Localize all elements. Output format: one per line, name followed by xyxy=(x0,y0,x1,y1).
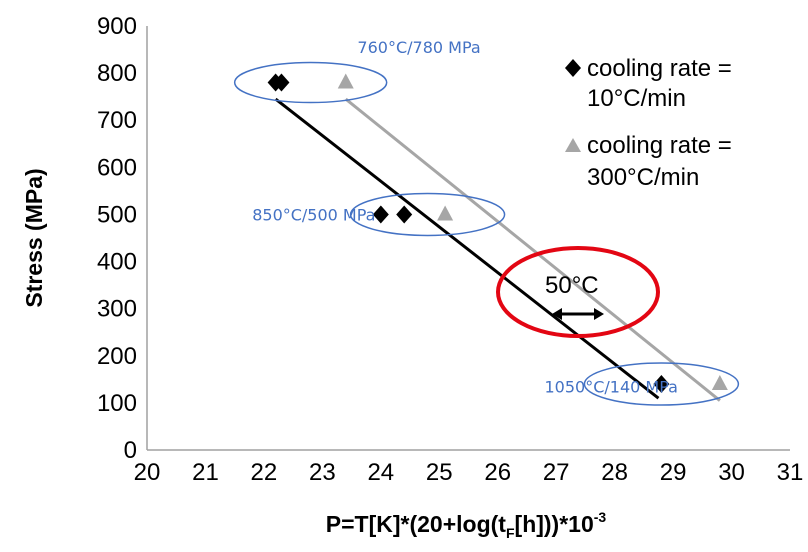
x-axis-title-subscript: F xyxy=(506,525,515,541)
series-2-triangle-point xyxy=(711,375,728,391)
y-axis-title: Stress (MPa) xyxy=(21,168,47,307)
y-tick-label: 400 xyxy=(97,249,137,276)
shift-highlight-ellipse xyxy=(496,246,660,338)
x-axis-title-middle: [h]))*10 xyxy=(515,511,594,537)
x-tick-label: 29 xyxy=(660,459,687,486)
legend-series-2-line-2: 300°C/min xyxy=(587,164,699,191)
x-axis-title-superscript: -3 xyxy=(594,509,607,525)
shift-arrow-right-head xyxy=(594,308,604,320)
legend-series-1-line-2: 10°C/min xyxy=(587,85,686,112)
legend-triangle-marker xyxy=(565,138,581,152)
condition-label: 1050°C/140 MPa xyxy=(544,378,677,397)
legend-diamond-marker xyxy=(565,59,581,77)
y-tick-label: 900 xyxy=(97,13,137,40)
y-tick-label: 0 xyxy=(124,437,137,464)
data-points xyxy=(267,73,728,394)
condition-ellipses xyxy=(233,61,740,406)
y-tick-label: 600 xyxy=(97,154,137,181)
condition-label: 850°C/500 MPa xyxy=(252,206,375,225)
y-tick-label: 300 xyxy=(97,296,137,323)
x-tick-label: 25 xyxy=(426,459,453,486)
trendlines xyxy=(274,97,721,402)
condition-ellipse-1 xyxy=(233,61,388,104)
legend: cooling rate = 10°C/min cooling rate = 3… xyxy=(565,55,732,191)
axes xyxy=(146,26,790,451)
legend-series-2-line-1: cooling rate = xyxy=(587,132,732,159)
series-1-diamond-point xyxy=(273,73,290,92)
x-tick-label: 22 xyxy=(251,459,278,486)
series-1-diamond-point xyxy=(396,205,413,224)
series-2-triangle-point xyxy=(337,73,354,89)
y-tick-labels: 0 100 200 300 400 500 600 700 800 900 xyxy=(97,13,137,464)
series-1-diamond-point xyxy=(372,205,389,224)
y-tick-label: 200 xyxy=(97,343,137,370)
condition-ellipse-2 xyxy=(349,192,506,237)
y-tick-label: 800 xyxy=(97,60,137,87)
x-axis-title: P=T[K]*(20+log(tF[h]))*10-3 xyxy=(326,509,607,541)
x-tick-label: 30 xyxy=(718,459,745,486)
series-2-trendline xyxy=(344,97,721,402)
x-tick-labels: 20 21 22 23 24 25 26 27 28 29 30 31 xyxy=(134,459,804,486)
x-axis-title-main: P=T[K]*(20+log(t xyxy=(326,511,507,537)
legend-series-1-line-1: cooling rate = xyxy=(587,55,732,82)
y-tick-label: 700 xyxy=(97,107,137,134)
x-tick-label: 26 xyxy=(484,459,511,486)
series-1-trendline xyxy=(274,97,660,400)
y-tick-label: 500 xyxy=(97,201,137,228)
shift-arrow-left-head xyxy=(552,308,562,320)
condition-annotations: 760°C/780 MPa 850°C/500 MPa 1050°C/140 MPa xyxy=(252,38,678,397)
condition-ellipse-3 xyxy=(583,362,740,406)
condition-label: 760°C/780 MPa xyxy=(357,38,480,57)
x-tick-label: 21 xyxy=(192,459,219,486)
x-tick-label: 20 xyxy=(134,459,161,486)
x-tick-label: 23 xyxy=(309,459,336,486)
x-tick-label: 31 xyxy=(777,459,804,486)
x-tick-label: 24 xyxy=(367,459,394,486)
series-2-triangle-point xyxy=(437,205,454,221)
x-tick-label: 28 xyxy=(601,459,628,486)
temperature-shift-callout: 50°C xyxy=(496,246,660,338)
shift-label: 50°C xyxy=(545,272,599,299)
x-tick-label: 27 xyxy=(543,459,570,486)
y-tick-label: 100 xyxy=(97,390,137,417)
series-1-diamond-point xyxy=(653,375,670,394)
